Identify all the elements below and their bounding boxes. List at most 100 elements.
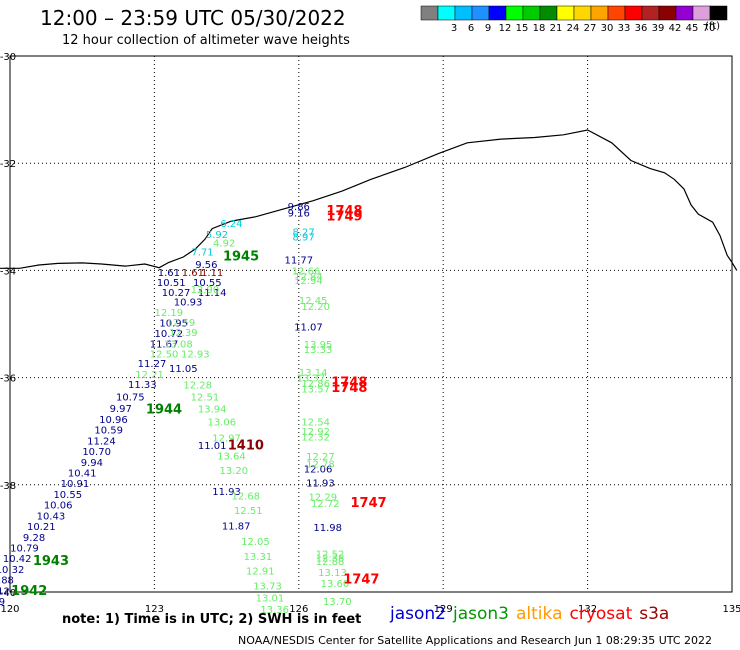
colorbar-swatch <box>505 5 524 21</box>
jason2-wave-height: 11.27 <box>138 359 167 370</box>
jason3-wave-height: 12.66 <box>292 266 321 277</box>
jason3-wave-height: 12.91 <box>246 567 275 578</box>
jason2-wave-height: 10.91 <box>61 479 90 490</box>
colorbar-tick-label: 27 <box>584 23 597 34</box>
colorbar-swatch <box>471 5 490 21</box>
jason3-wave-height: 12.72 <box>311 499 340 510</box>
jason3-wave-height: 13.06 <box>207 418 236 429</box>
longitude-tick-label: 132 <box>578 604 597 615</box>
jason3-wave-height: 13.31 <box>244 552 273 563</box>
jason3-wave-height: 12.54 <box>301 418 330 429</box>
jason3-wave-height: 12.32 <box>301 433 330 444</box>
jason3-wave-height: 12.84 <box>294 272 323 283</box>
jason3-wave-height: 12.86 <box>301 379 330 390</box>
jason2-wave-height: 11.05 <box>169 364 198 375</box>
jason2-wave-height: 9.56 <box>195 260 217 271</box>
jason2-wave-height: 10.43 <box>37 511 66 522</box>
jason3-wave-height: 12.19 <box>155 308 184 319</box>
jason2-wave-height: 9.86 <box>288 202 310 213</box>
jason2-wave-height: 10.59 <box>94 426 123 437</box>
latitude-tick-label: -30 <box>0 52 16 63</box>
jason2-wave-height: 10.21 <box>27 522 56 533</box>
map-frame <box>9 55 733 593</box>
jason3-wave-height: 12.52 <box>316 549 345 560</box>
latitude-tick-label: -32 <box>0 159 16 170</box>
jason2-wave-height: 11.07 <box>294 323 323 334</box>
footnote: note: 1) Time is in UTC; 2) SWH is in fe… <box>62 612 362 627</box>
jason3-wave-height: 12.38 <box>316 554 345 565</box>
jason3-wave-height: 13.70 <box>323 597 352 608</box>
jason2-wave-height: 10.27 <box>162 288 191 299</box>
colorbar-tick-label: 6 <box>468 23 474 34</box>
jason2-wave-height: 1.61 <box>158 268 180 279</box>
colorbar-swatch <box>437 5 456 21</box>
jason2-wave-height: 10.55 <box>53 490 82 501</box>
colorbar-swatch <box>539 5 558 21</box>
jason2-wave-height: 11.98 <box>313 523 342 534</box>
colorbar-tick-label: 45 <box>686 23 699 34</box>
jason3-wave-height: 12.97 <box>212 434 241 445</box>
jason3-wave-height: 13.94 <box>198 405 227 416</box>
jason2-wave-height: 10.55 <box>193 278 222 289</box>
colorbar-tick-label: 21 <box>550 23 563 34</box>
jason2-wave-height: 9.16 <box>288 209 310 220</box>
jason2-wave-height: 10.41 <box>68 468 97 479</box>
jason2-wave-height: 10.42 <box>3 554 32 565</box>
jason3-wave-height: 13.36 <box>260 605 289 616</box>
longitude-tick-label: 126 <box>289 604 308 615</box>
s3a-wave-height: 1.61 <box>182 268 204 279</box>
colorbar-tick-label: 36 <box>635 23 648 34</box>
jason2-wave-height: 11.87 <box>222 522 251 533</box>
jason3-wave-height: 13.37 <box>297 374 326 385</box>
jason2-wave-height: 11.01 <box>198 441 227 452</box>
pass-time-label: 1942 <box>11 584 47 599</box>
colorbar-swatch <box>488 5 507 21</box>
jason3-wave-height: 12.28 <box>183 381 212 392</box>
satellite-legend: jason2 jason3 altika cryosat s3a <box>390 604 676 624</box>
colorbar-swatch <box>675 5 694 21</box>
jason3-wave-height: 12.20 <box>301 302 330 313</box>
jason2-wave-height: 10.79 <box>10 544 39 555</box>
jason3-wave-height: 12.45 <box>299 296 328 307</box>
colorbar-swatch <box>590 5 609 21</box>
legend-altika: altika <box>516 604 563 624</box>
pass-time-label: 1944 <box>146 403 182 418</box>
longitude-tick-label: 135 <box>722 604 740 615</box>
pass-time-label: 1748 <box>331 381 367 396</box>
altimeter-wave-height: 7.71 <box>191 248 213 259</box>
jason3-wave-height: 12.94 <box>294 276 323 287</box>
jason2-wave-height: 10.06 <box>44 501 73 512</box>
longitude-tick-label: 129 <box>434 604 453 615</box>
jason2-wave-height: 10.96 <box>99 415 128 426</box>
pass-time-label: 1748 <box>331 375 367 390</box>
jason3-wave-height: 12.78 <box>306 459 335 470</box>
colorbar-swatch <box>573 5 592 21</box>
jason2-wave-height: 11.93 <box>212 487 241 498</box>
jason2-wave-height: 9.94 <box>81 458 103 469</box>
jason2-wave-height: 11.14 <box>198 288 227 299</box>
altimeter-wave-height: 8.27 <box>292 227 314 238</box>
s3a-wave-height: 1.11 <box>201 268 223 279</box>
colorbar-tick-label: 39 <box>652 23 665 34</box>
colorbar-tick-label: 33 <box>618 23 631 34</box>
coastline <box>0 129 738 271</box>
jason3-wave-height: 4.92 <box>213 239 235 250</box>
colorbar-swatch <box>454 5 473 21</box>
jason3-wave-height: 13.20 <box>219 466 248 477</box>
colorbar-swatch <box>556 5 575 21</box>
legend-s3a: s3a <box>639 604 670 624</box>
jason2-wave-height: 11.24 <box>87 436 116 447</box>
jason3-wave-height: 12.51 <box>191 392 220 403</box>
jason3-wave-height: 13.95 <box>304 340 333 351</box>
colorbar-swatch <box>624 5 643 21</box>
latitude-tick-label: -34 <box>0 266 16 277</box>
colorbar-tick-label: 30 <box>601 23 614 34</box>
colorbar-tick-label: 42 <box>669 23 682 34</box>
colorbar-swatch <box>658 5 677 21</box>
jason2-wave-height: 12.06 <box>304 465 333 476</box>
jason3-wave-height: 12.05 <box>241 537 270 548</box>
legend-jason3: jason3 <box>453 604 509 624</box>
jason3-wave-height: 12.50 <box>150 349 179 360</box>
jason3-wave-height: 12.39 <box>169 328 198 339</box>
